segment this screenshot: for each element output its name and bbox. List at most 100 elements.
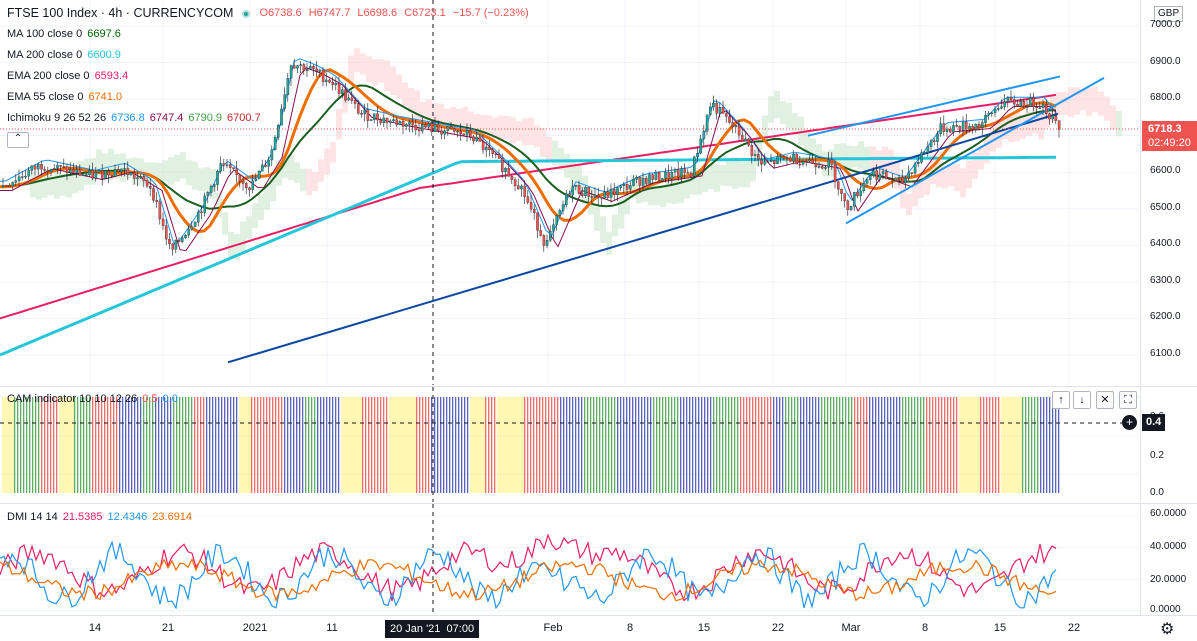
pane-up-button[interactable]: ↑ <box>1052 391 1070 409</box>
cam-bar <box>719 397 721 493</box>
candle-body <box>584 187 587 196</box>
cloud-segment <box>726 161 732 187</box>
candle-body <box>955 125 958 127</box>
cam-bar <box>560 397 562 493</box>
price-pane[interactable] <box>0 0 1197 385</box>
candle-body <box>910 172 914 174</box>
cloud-segment <box>114 153 120 179</box>
cam-bar <box>641 397 643 493</box>
cam-bar <box>503 397 506 493</box>
candle-body <box>667 171 670 179</box>
pane-maximize-button[interactable]: ⛶ <box>1119 391 1137 409</box>
price-chart[interactable] <box>0 0 1197 385</box>
dmi-axis-label: 20.0000 <box>1150 574 1187 585</box>
cloud-segment <box>396 74 402 99</box>
indicator-ema200[interactable]: EMA 200 close 0 6593.4 <box>7 66 533 87</box>
pane-close-button[interactable]: ✕ <box>1096 391 1114 409</box>
dmi-pane[interactable] <box>0 503 1197 615</box>
cloud-segment <box>1038 112 1044 140</box>
cam-bar <box>311 397 313 493</box>
candle-body <box>417 129 421 132</box>
gear-icon[interactable]: ⚙ <box>1160 621 1175 638</box>
candle-body <box>1045 104 1048 114</box>
cam-chart[interactable] <box>0 387 1197 502</box>
candle-body <box>120 168 123 173</box>
candle-body <box>718 107 722 114</box>
candle-body <box>808 159 811 162</box>
candle-body <box>625 184 629 190</box>
candle-body <box>203 195 206 213</box>
cloud-segment <box>612 214 618 237</box>
cam-bar <box>221 397 223 493</box>
dmi-legend-row[interactable]: DMI 14 14 21.5385 12.4346 23.6914 <box>7 507 192 528</box>
cam-bar <box>383 397 385 493</box>
candle-body <box>75 169 78 174</box>
time-axis-label: 21 <box>161 622 175 634</box>
symbol-title[interactable]: FTSE 100 Index · 4h · CURRENCYCOM <box>7 6 234 20</box>
cam-bar <box>23 397 25 493</box>
cloud-segment <box>594 204 600 231</box>
candle-body <box>104 170 107 179</box>
candle-body <box>165 225 168 240</box>
candle-body <box>8 185 11 187</box>
candle-body <box>859 190 862 197</box>
cloud-segment <box>192 161 198 190</box>
cam-bar <box>953 397 955 493</box>
cloud-segment <box>360 53 366 75</box>
cloud-segment <box>522 118 528 146</box>
cam-bar <box>608 397 610 493</box>
cam-bar <box>104 397 106 493</box>
candle-body <box>702 131 706 140</box>
cloud-segment <box>546 136 552 161</box>
candle-body <box>875 170 878 180</box>
cam-bar <box>737 397 739 493</box>
time-axis-label: Mar <box>841 622 861 634</box>
dmi-adx-line <box>0 557 1057 602</box>
cloud-segment <box>606 231 612 255</box>
indicator-ma100[interactable]: MA 100 close 0 6697.6 <box>7 24 533 45</box>
dmi-axis[interactable]: 60.0000 40.0000 20.0000 0.0000 <box>1140 503 1197 615</box>
cam-bar <box>725 397 727 493</box>
dmi-chart[interactable] <box>0 504 1197 615</box>
cam-bar <box>692 397 694 493</box>
candle-body <box>174 240 178 250</box>
cloud-segment <box>942 165 948 189</box>
candle-body <box>200 211 203 214</box>
candle-body <box>984 114 987 123</box>
candle-body <box>337 82 341 94</box>
cam-bar <box>1007 397 1010 493</box>
cam-axis[interactable]: 0.6 0.2 0.0 <box>1140 386 1197 502</box>
candle-body <box>177 240 181 242</box>
cam-bar <box>407 397 410 493</box>
cam-bar <box>74 397 76 493</box>
dmi-minus-value: 12.4346 <box>107 511 148 523</box>
cam-bar <box>677 397 679 493</box>
dmi-legend: DMI 14 14 21.5385 12.4346 23.6914 <box>7 507 192 528</box>
candle-body <box>5 185 8 187</box>
indicator-ichimoku[interactable]: Ichimoku 9 26 52 26 6736.8 6747.4 6790.9… <box>7 108 533 129</box>
cloud-segment <box>42 172 48 198</box>
cam-legend-row[interactable]: CAM indicator 10 10 12 26 0.5 0.0 <box>7 389 178 410</box>
time-axis[interactable]: 14 21 2021 11 Feb 8 15 22 Mar 8 15 22 20 Jan '21 07… <box>0 615 1197 641</box>
candle-body <box>424 124 427 128</box>
pane-down-button[interactable]: ↓ <box>1073 391 1091 409</box>
candle-body <box>149 185 152 189</box>
price-axis[interactable]: GBP 7000.06900.06800.06700.06600.06500.0… <box>1140 0 1197 385</box>
candle-body <box>597 194 600 198</box>
indicator-ema55[interactable]: EMA 55 close 0 6741.0 <box>7 87 533 108</box>
candle-body <box>145 180 149 187</box>
cam-pane[interactable] <box>0 386 1197 502</box>
indicator-ma200[interactable]: MA 200 close 0 6600.9 <box>7 45 533 66</box>
cloud-segment <box>918 175 924 199</box>
candle-body <box>805 161 808 163</box>
candle-body <box>325 79 328 82</box>
candle-body <box>94 172 98 179</box>
candle-body <box>837 181 840 190</box>
chevron-up-icon[interactable]: ⌃ <box>7 131 29 148</box>
plus-circle-icon[interactable]: + <box>1122 415 1137 430</box>
cloud-segment <box>366 56 372 83</box>
cam-bar <box>110 397 112 493</box>
candle-body <box>616 187 619 195</box>
cam-axis-label: 0.2 <box>1150 450 1164 461</box>
cam-bar <box>914 397 916 493</box>
